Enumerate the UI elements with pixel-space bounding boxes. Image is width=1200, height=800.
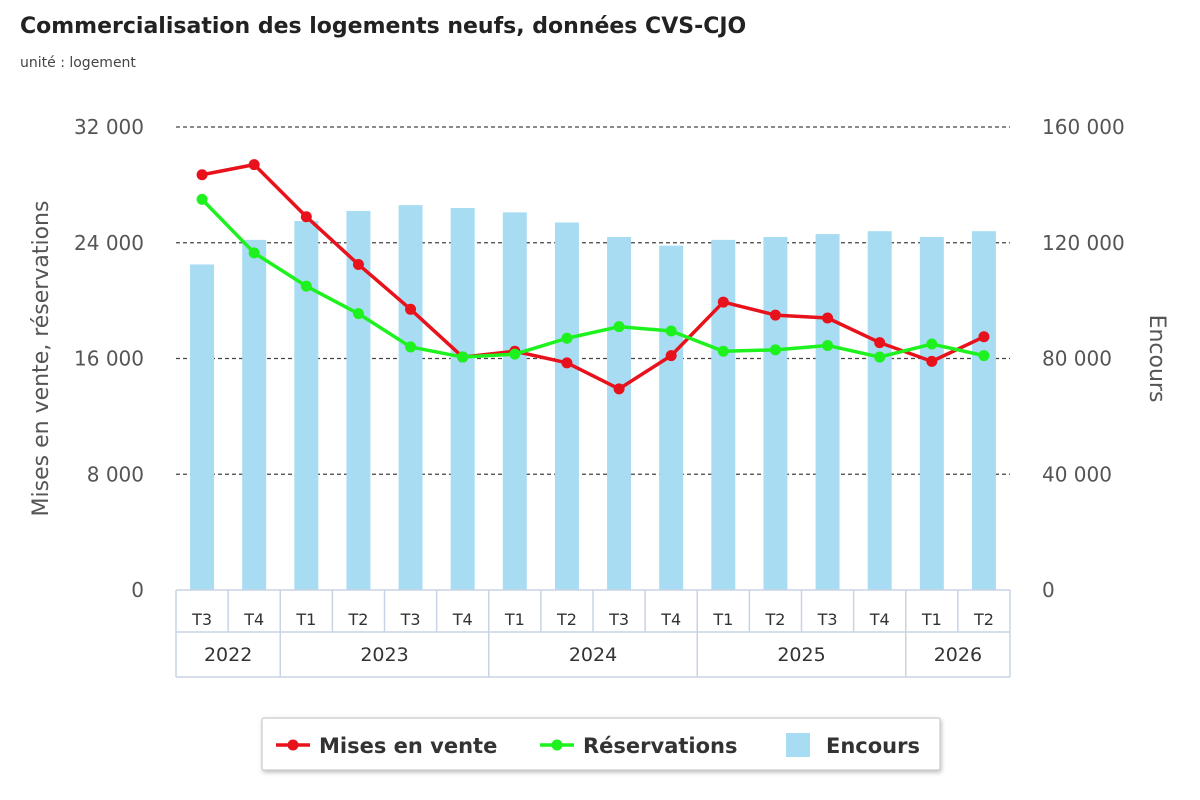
series-lines — [196, 159, 990, 395]
encours-bar — [815, 234, 840, 590]
category-label: T3 — [608, 610, 629, 629]
encours-bar — [763, 236, 788, 590]
year-label: 2024 — [569, 644, 617, 666]
series-point — [457, 351, 469, 363]
series-point — [613, 321, 625, 333]
right-tick-label: 160 000 — [1042, 115, 1125, 139]
series-point — [352, 308, 364, 320]
left-tick-label: 32 000 — [74, 115, 144, 139]
series-point — [405, 341, 417, 353]
category-label: T3 — [817, 610, 838, 629]
legend-label: Encours — [826, 734, 920, 758]
left-tick-label: 24 000 — [74, 231, 144, 255]
series-point — [822, 312, 834, 324]
series-point — [926, 355, 938, 367]
left-tick-label: 16 000 — [74, 347, 144, 371]
left-axis-title: Mises en vente, réservations — [29, 201, 54, 517]
encours-bar — [450, 208, 475, 590]
category-label: T4 — [243, 610, 264, 629]
series-point — [822, 339, 834, 351]
series-point — [717, 345, 729, 357]
left-tick-label: 0 — [131, 578, 144, 602]
legend-marker — [287, 739, 299, 751]
category-label: T1 — [295, 610, 316, 629]
right-tick-label: 80 000 — [1042, 347, 1112, 371]
legend-label: Mises en vente — [319, 734, 497, 758]
series-point — [926, 338, 938, 350]
category-label: T1 — [504, 610, 525, 629]
category-label: T4 — [660, 610, 681, 629]
series-point — [300, 211, 312, 223]
series-point — [769, 309, 781, 321]
right-axis-title: Encours — [1144, 315, 1169, 403]
axes: 0 0 8 000 40 000 16 000 80 000 24 000 120 000 32… — [29, 115, 1169, 678]
series-point — [665, 325, 677, 337]
category-label: T1 — [921, 610, 942, 629]
category-label: T2 — [973, 610, 994, 629]
year-label: 2023 — [360, 644, 408, 666]
left-tick-label: 8 000 — [87, 462, 144, 486]
encours-bar — [346, 210, 371, 590]
encours-bar — [867, 231, 892, 591]
legend: Mises en vente Réservations Encours — [261, 717, 941, 771]
right-tick-label: 40 000 — [1042, 462, 1112, 486]
legend-bar-swatch — [786, 733, 810, 757]
year-label: 2025 — [777, 644, 825, 666]
series-point — [561, 357, 573, 369]
series-point — [405, 303, 417, 315]
series-point — [874, 337, 886, 349]
category-label: T2 — [347, 610, 368, 629]
series-point — [196, 193, 208, 205]
series-line — [200, 198, 985, 359]
encours-bar — [659, 245, 684, 591]
encours-bar — [554, 222, 579, 590]
encours-bar — [971, 231, 996, 591]
series-point — [352, 258, 364, 270]
chart-title: Commercialisation des logements neufs, d… — [20, 14, 747, 39]
chart-subtitle: unité : logement — [20, 55, 136, 71]
right-tick-label: 120 000 — [1042, 231, 1125, 255]
legend-box — [261, 717, 941, 771]
encours-bar — [711, 239, 736, 590]
series-point — [613, 383, 625, 395]
series-point — [509, 348, 521, 360]
series-point — [248, 159, 260, 171]
encours-bar — [242, 239, 267, 590]
category-label: T3 — [191, 610, 212, 629]
encours-bar — [190, 264, 215, 590]
series-point — [978, 350, 990, 362]
series-point — [874, 351, 886, 363]
series-point — [248, 247, 260, 259]
series-point — [665, 350, 677, 362]
series-point — [196, 169, 208, 181]
encours-bar — [607, 236, 632, 590]
encours-bar — [398, 205, 423, 590]
legend-marker — [551, 739, 563, 751]
series-point — [769, 344, 781, 356]
category-label: T2 — [556, 610, 577, 629]
legend-label: Réservations — [583, 734, 738, 758]
series-point — [717, 296, 729, 308]
encours-bar — [919, 236, 944, 590]
encours-bars — [190, 205, 996, 591]
category-label: T4 — [869, 610, 890, 629]
encours-bar — [502, 212, 527, 590]
category-label: T4 — [452, 610, 473, 629]
year-label: 2022 — [204, 644, 252, 666]
series-point — [561, 332, 573, 344]
year-label: 2026 — [934, 644, 982, 666]
category-label: T3 — [400, 610, 421, 629]
category-label: T2 — [764, 610, 785, 629]
category-label: T1 — [712, 610, 733, 629]
encours-bar — [294, 221, 319, 590]
series-line — [201, 162, 985, 391]
series-point — [978, 331, 990, 343]
series-point — [300, 280, 312, 292]
right-tick-label: 0 — [1042, 578, 1055, 602]
